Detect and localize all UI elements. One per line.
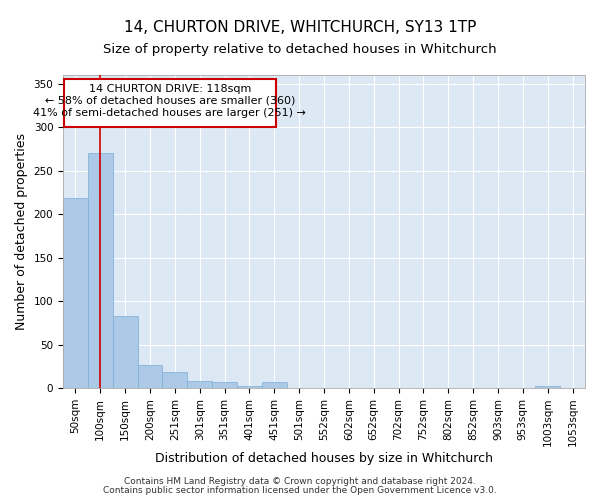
Bar bbox=[88, 154, 113, 388]
Text: Size of property relative to detached houses in Whitchurch: Size of property relative to detached ho… bbox=[103, 42, 497, 56]
Bar bbox=[113, 316, 137, 388]
Bar bbox=[212, 382, 237, 388]
Text: Contains public sector information licensed under the Open Government Licence v3: Contains public sector information licen… bbox=[103, 486, 497, 495]
Bar bbox=[237, 386, 262, 388]
Bar bbox=[187, 381, 212, 388]
Bar bbox=[262, 382, 287, 388]
Y-axis label: Number of detached properties: Number of detached properties bbox=[15, 133, 28, 330]
X-axis label: Distribution of detached houses by size in Whitchurch: Distribution of detached houses by size … bbox=[155, 452, 493, 465]
Bar bbox=[64, 80, 275, 127]
Text: ← 58% of detached houses are smaller (360): ← 58% of detached houses are smaller (36… bbox=[45, 96, 295, 106]
Text: 41% of semi-detached houses are larger (251) →: 41% of semi-detached houses are larger (… bbox=[34, 108, 307, 118]
Bar bbox=[63, 198, 88, 388]
Bar bbox=[163, 372, 187, 388]
Text: 14, CHURTON DRIVE, WHITCHURCH, SY13 1TP: 14, CHURTON DRIVE, WHITCHURCH, SY13 1TP bbox=[124, 20, 476, 35]
Text: 14 CHURTON DRIVE: 118sqm: 14 CHURTON DRIVE: 118sqm bbox=[89, 84, 251, 94]
Bar bbox=[137, 364, 163, 388]
Text: Contains HM Land Registry data © Crown copyright and database right 2024.: Contains HM Land Registry data © Crown c… bbox=[124, 477, 476, 486]
Bar bbox=[535, 386, 560, 388]
